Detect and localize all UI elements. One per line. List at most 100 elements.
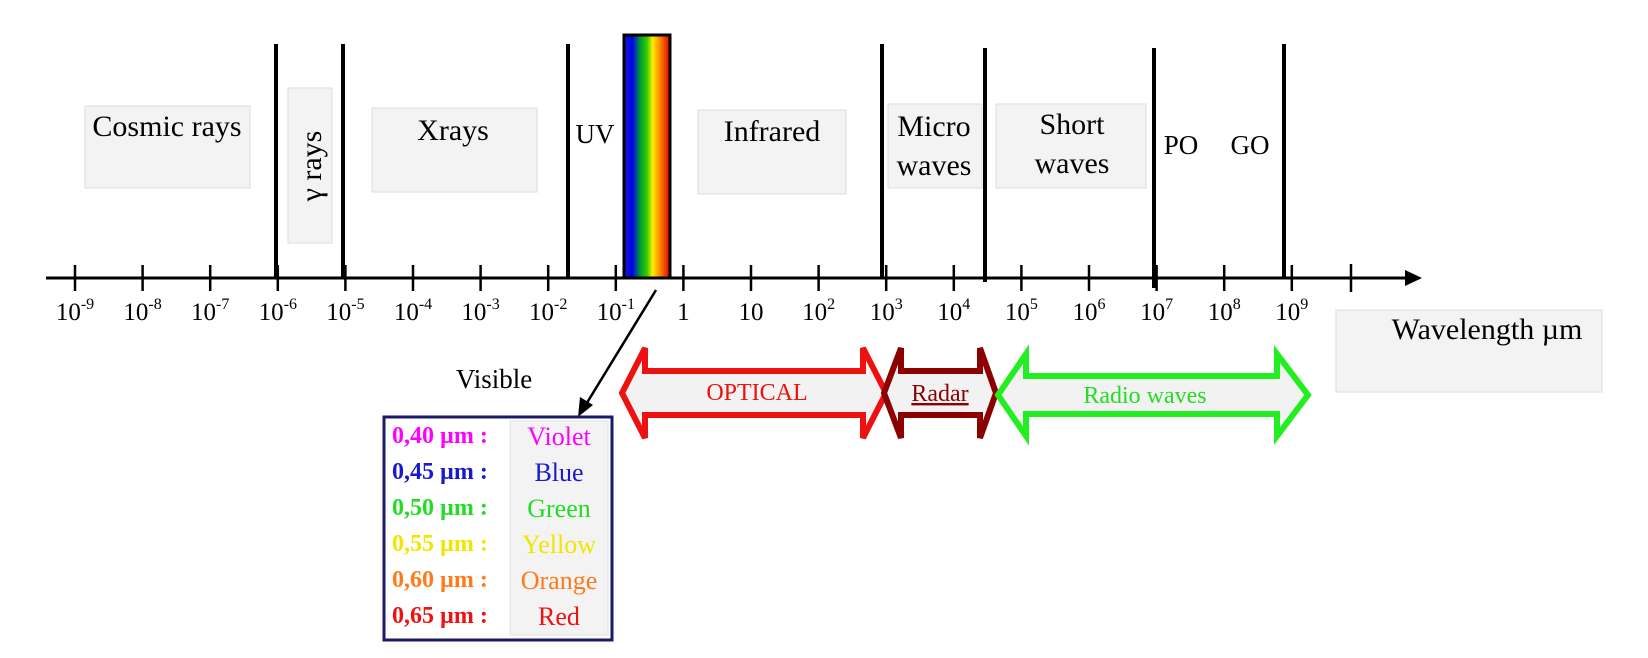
axis-tick-label: 10-5: [326, 296, 364, 326]
wavelength-axis: 10-9 10-8 10-7 10-6 10-5 10-4 10-3 10-2 10-1 1 10 1…: [46, 264, 1422, 326]
axis-tick-label: 104: [937, 296, 970, 326]
tick-exponent: 9: [1300, 296, 1308, 313]
tick-exponent: -6: [284, 296, 297, 313]
visible-wavelength: 0,65 µm :: [392, 603, 488, 629]
tick-exponent: 7: [1165, 296, 1173, 313]
tick-exponent: -5: [351, 296, 364, 313]
visible-names-panel: [509, 420, 609, 636]
gamma-rays-label: γ rays: [295, 131, 328, 203]
axis-tick-label: 106: [1073, 296, 1106, 326]
visible-color-name: Blue: [534, 458, 583, 487]
tick-base: 10: [461, 299, 486, 326]
axis-tick-label: 10-3: [461, 296, 499, 326]
axis-tick-label: 10-6: [259, 296, 297, 326]
tick-base: 1: [677, 299, 690, 326]
axis-tick-label: 105: [1005, 296, 1038, 326]
visible-wavelength: 0,50 µm :: [392, 495, 488, 521]
tick-base: 10: [123, 299, 148, 326]
visible-wavelength: 0,45 µm :: [392, 459, 488, 485]
short-label-2: waves: [1035, 147, 1110, 180]
radar-label: Radar: [911, 381, 968, 407]
wavelength-label-box: [1335, 309, 1603, 393]
tick-base: 10: [802, 299, 827, 326]
tick-base: 10: [191, 299, 216, 326]
axis-tick-label: 107: [1140, 296, 1173, 326]
short-label-1: Short: [1039, 108, 1105, 141]
visible-wavelength: 0,60 µm :: [392, 567, 488, 593]
axis-tick-label: 10-7: [191, 296, 229, 326]
visible-pointer-line: [583, 289, 658, 407]
visible-color-name: Violet: [527, 422, 591, 451]
xrays-box: [371, 107, 538, 193]
cosmic-rays-label: Cosmic rays: [92, 110, 241, 143]
wavelength-label: Wavelength µm: [1392, 313, 1583, 346]
axis-arrowhead: [1405, 270, 1422, 286]
tick-base: 10: [870, 299, 895, 326]
tick-exponent: 3: [895, 296, 903, 313]
tick-exponent: -3: [486, 296, 499, 313]
axis-tick-label: 10-2: [529, 296, 567, 326]
tick-exponent: 2: [827, 296, 835, 313]
tick-base: 10: [56, 299, 81, 326]
visible-wavelength: 0,55 µm :: [392, 531, 488, 557]
visible-wavelength: 0,40 µm :: [392, 423, 488, 449]
radio-waves-label: Radio waves: [1083, 383, 1206, 409]
visible-color-name: Orange: [521, 566, 598, 595]
axis-tick-label: 10: [739, 299, 764, 326]
tick-base: 10: [1073, 299, 1098, 326]
tick-exponent: -9: [81, 296, 94, 313]
axis-tick-label: 10-4: [394, 296, 432, 326]
cosmic-box: [84, 105, 251, 189]
tick-base: 10: [937, 299, 962, 326]
tick-base: 10: [1208, 299, 1233, 326]
gamma-box: [287, 87, 333, 244]
tick-exponent: -2: [554, 296, 567, 313]
tick-base: 10: [597, 299, 622, 326]
visible-title: Visible: [456, 364, 532, 394]
optical-label: OPTICAL: [706, 380, 807, 406]
visible-pointer-head: [578, 397, 593, 417]
axis-tick-label: 10-8: [123, 296, 161, 326]
tick-base: 10: [1005, 299, 1030, 326]
tick-base: 10: [1140, 299, 1165, 326]
visible-rows: 0,40 µm : Violet 0,45 µm : Blue 0,50 µm : Gre…: [392, 422, 597, 631]
axis-tick-label: 102: [802, 296, 835, 326]
axis-tick-label: 108: [1208, 296, 1241, 326]
infrared-label: Infrared: [724, 115, 821, 148]
tick-base: 10: [1275, 299, 1300, 326]
tick-base: 10: [259, 299, 284, 326]
visible-spectrum-bar: [622, 33, 672, 280]
uv-label: UV: [576, 119, 615, 149]
visible-color-name: Green: [527, 494, 591, 523]
go-label: GO: [1231, 130, 1270, 160]
axis-tick-label: 1: [677, 299, 690, 326]
tick-base: 10: [326, 299, 351, 326]
visible-color-name: Yellow: [522, 530, 596, 559]
visible-color-name: Red: [538, 602, 580, 631]
tick-base: 10: [739, 299, 764, 326]
radio-arrow: [994, 344, 1312, 446]
micro-label-1: Micro: [897, 110, 970, 143]
tick-exponent: -8: [148, 296, 161, 313]
axis-tick-label: 10-1: [597, 296, 635, 326]
tick-exponent: 4: [962, 296, 970, 313]
micro-box: [887, 103, 983, 189]
tick-base: 10: [394, 299, 419, 326]
axis-tick-label: 10-9: [56, 296, 94, 326]
tick-exponent: 5: [1030, 296, 1038, 313]
infrared-box: [697, 109, 847, 195]
micro-label-2: waves: [897, 149, 972, 182]
tick-exponent: -4: [419, 296, 432, 313]
short-box: [995, 103, 1147, 189]
xrays-label: Xrays: [417, 114, 489, 147]
axis-tick-label: 109: [1275, 296, 1308, 326]
tick-exponent: 8: [1233, 296, 1241, 313]
tick-exponent: -1: [622, 296, 635, 313]
tick-exponent: -7: [216, 296, 229, 313]
tick-exponent: 6: [1098, 296, 1106, 313]
po-label: PO: [1164, 130, 1199, 160]
tick-base: 10: [529, 299, 554, 326]
axis-tick-label: 103: [870, 296, 903, 326]
